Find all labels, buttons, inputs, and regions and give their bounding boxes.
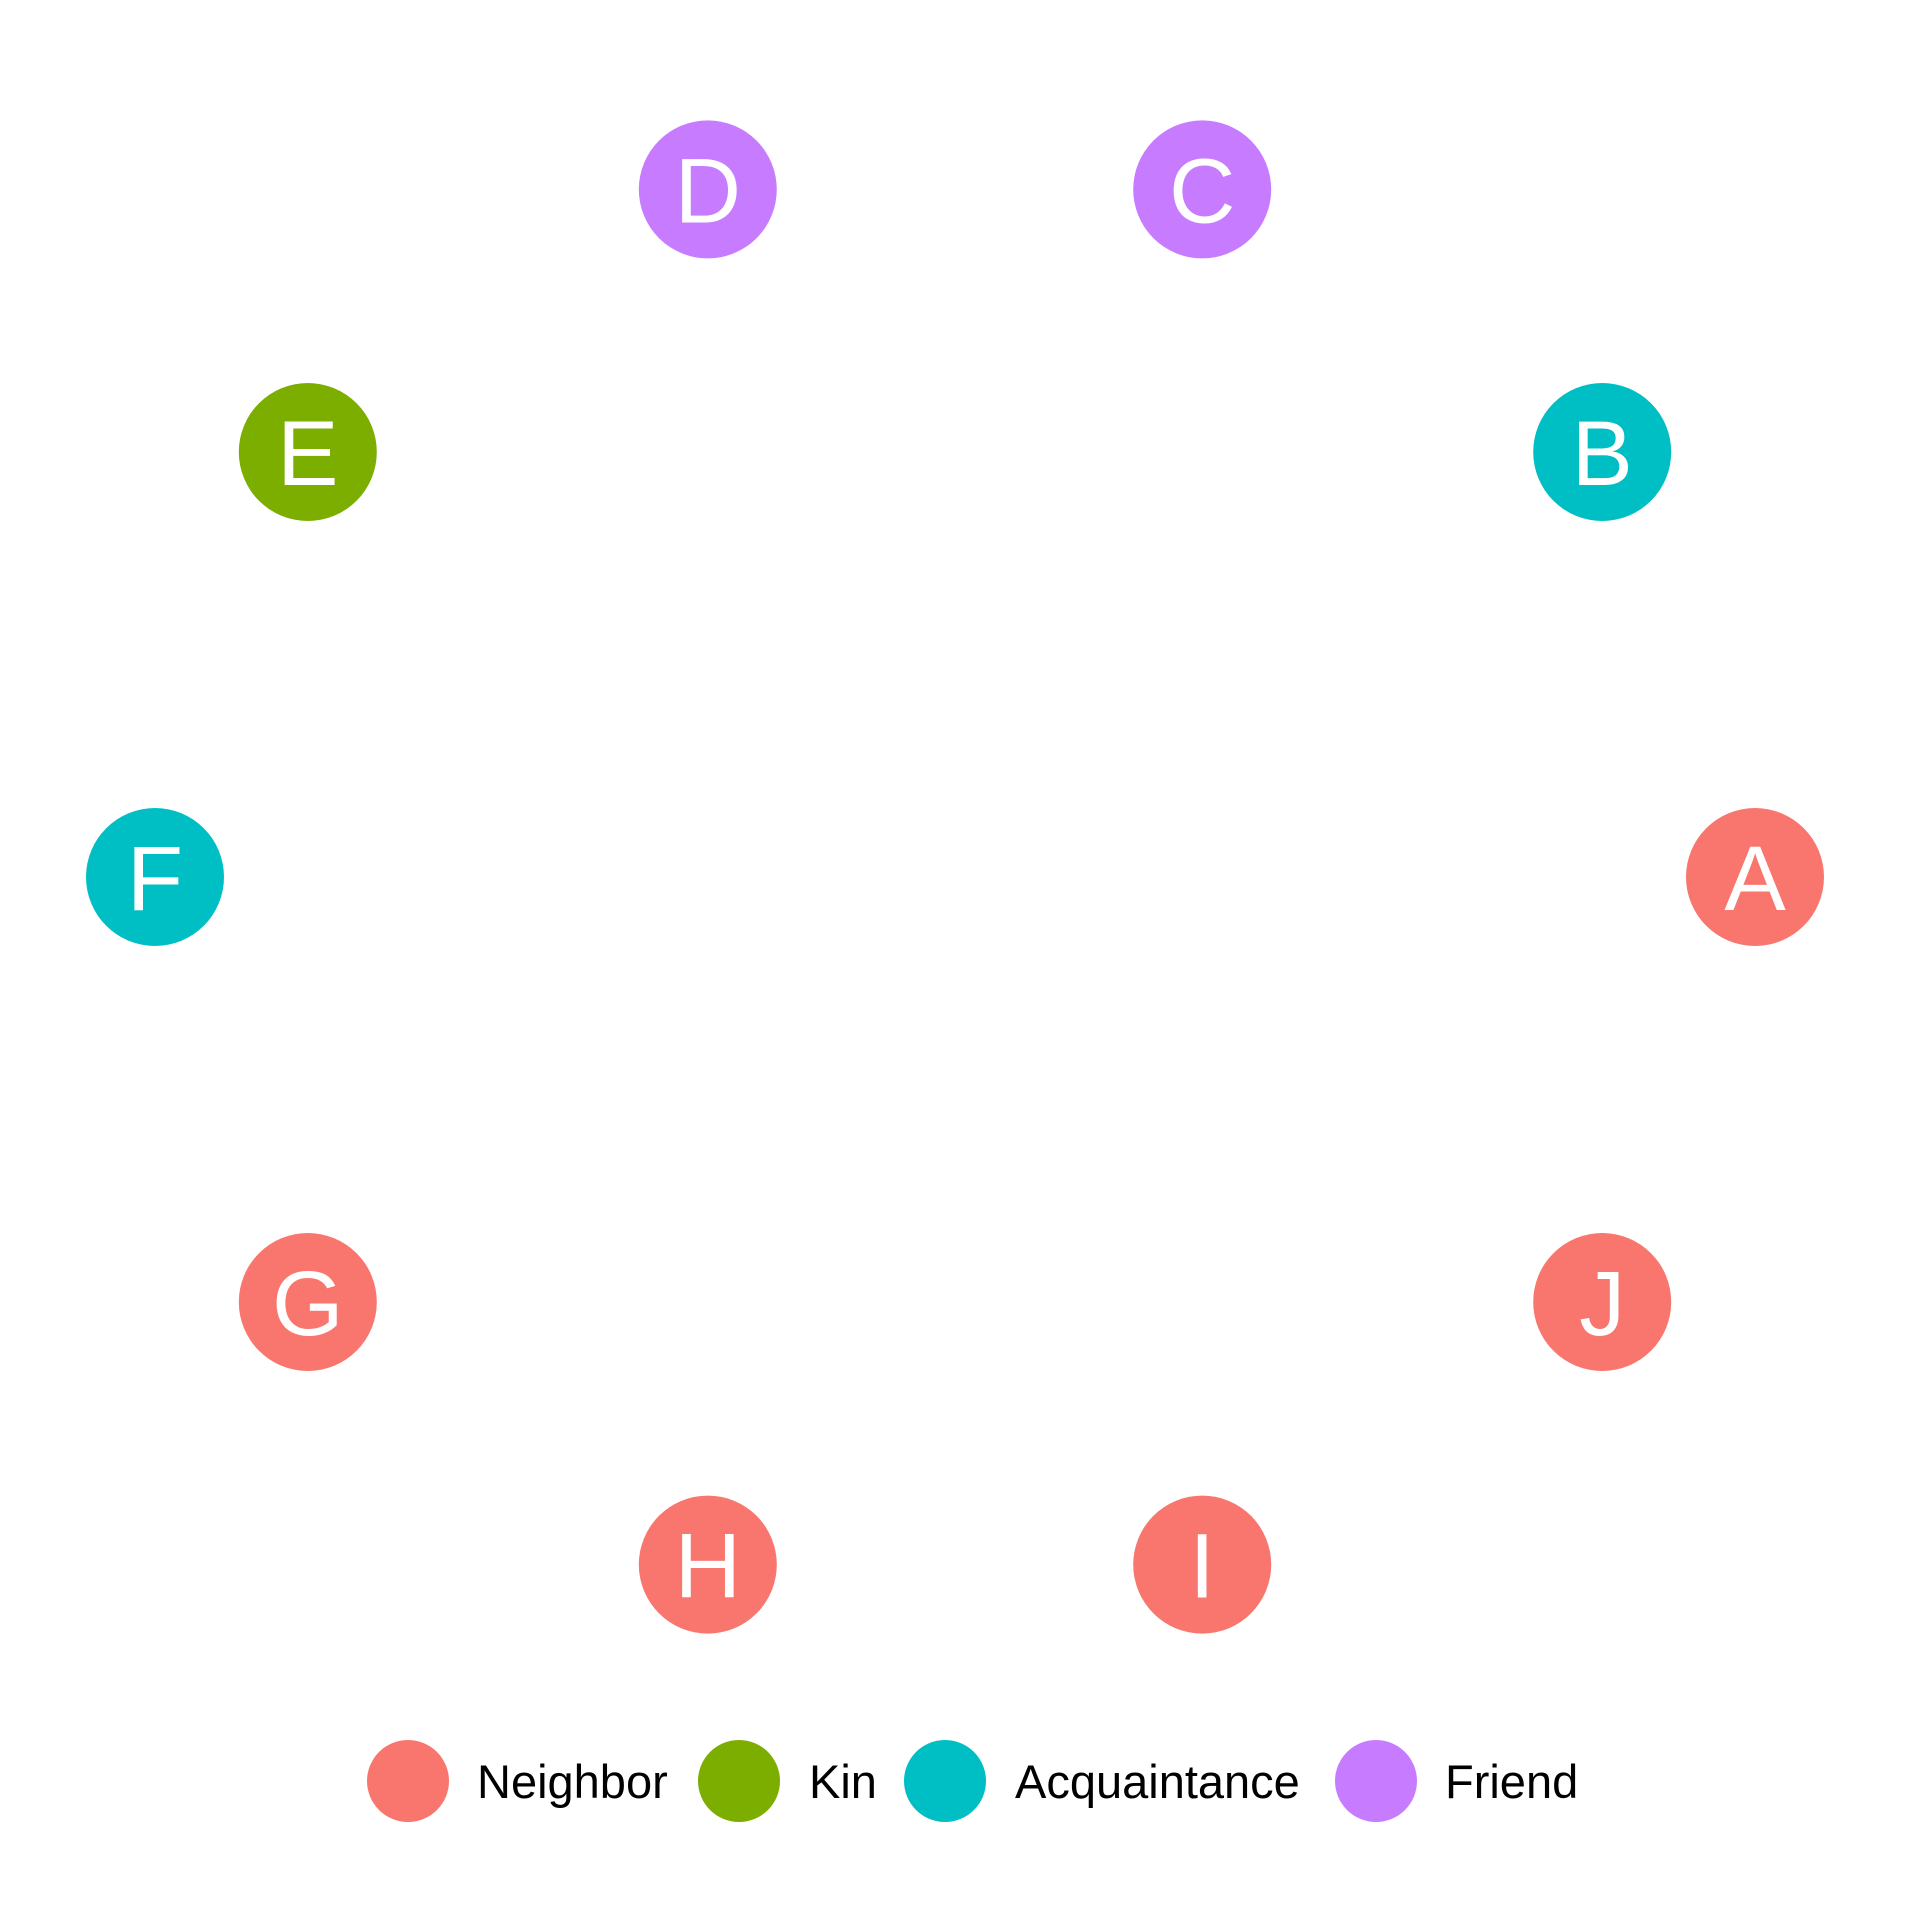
node-circle bbox=[86, 808, 224, 946]
legend-label: Acquaintance bbox=[1015, 1755, 1300, 1808]
legend-item-kin: Kin bbox=[698, 1740, 877, 1822]
node-b: B bbox=[1533, 383, 1672, 521]
node-label: F bbox=[127, 828, 183, 930]
node-circle bbox=[238, 383, 377, 521]
node-label: H bbox=[675, 1516, 741, 1618]
legend-key bbox=[1335, 1740, 1417, 1822]
node-circle bbox=[638, 1495, 777, 1634]
legend: Neighbor Kin Acquaintance Friend bbox=[367, 1740, 1578, 1822]
node-label: G bbox=[272, 1253, 344, 1355]
legend-item-neighbor: Neighbor bbox=[367, 1740, 668, 1822]
node-d: D bbox=[638, 120, 777, 259]
node-f: F bbox=[86, 808, 224, 946]
nodes-layer: A B C D E F G H I J bbox=[86, 120, 1824, 1634]
node-circle bbox=[1686, 808, 1824, 946]
node-label: I bbox=[1189, 1516, 1215, 1618]
legend-label: Kin bbox=[809, 1755, 877, 1808]
node-label: A bbox=[1724, 828, 1786, 930]
node-label: D bbox=[675, 140, 741, 242]
node-j: J bbox=[1533, 1233, 1672, 1371]
node-circle bbox=[638, 120, 777, 259]
node-label: B bbox=[1572, 403, 1633, 505]
node-c: C bbox=[1133, 120, 1272, 259]
legend-label: Friend bbox=[1445, 1755, 1578, 1808]
node-a: A bbox=[1686, 808, 1824, 946]
node-h: H bbox=[638, 1495, 777, 1634]
legend-key bbox=[367, 1740, 449, 1822]
node-circle bbox=[1533, 383, 1672, 521]
node-e: E bbox=[238, 383, 377, 521]
legend-item-friend: Friend bbox=[1335, 1740, 1578, 1822]
node-i: I bbox=[1133, 1495, 1272, 1634]
legend-label: Neighbor bbox=[477, 1755, 668, 1808]
node-circle bbox=[1533, 1233, 1672, 1371]
node-label: J bbox=[1579, 1253, 1625, 1355]
legend-key bbox=[698, 1740, 780, 1822]
node-circle bbox=[1133, 1495, 1272, 1634]
node-label: C bbox=[1169, 140, 1235, 242]
node-circle bbox=[238, 1233, 377, 1371]
legend-item-acquaintance: Acquaintance bbox=[904, 1740, 1300, 1822]
node-label: E bbox=[277, 403, 338, 505]
node-circle bbox=[1133, 120, 1272, 259]
node-g: G bbox=[238, 1233, 377, 1371]
legend-key bbox=[904, 1740, 986, 1822]
